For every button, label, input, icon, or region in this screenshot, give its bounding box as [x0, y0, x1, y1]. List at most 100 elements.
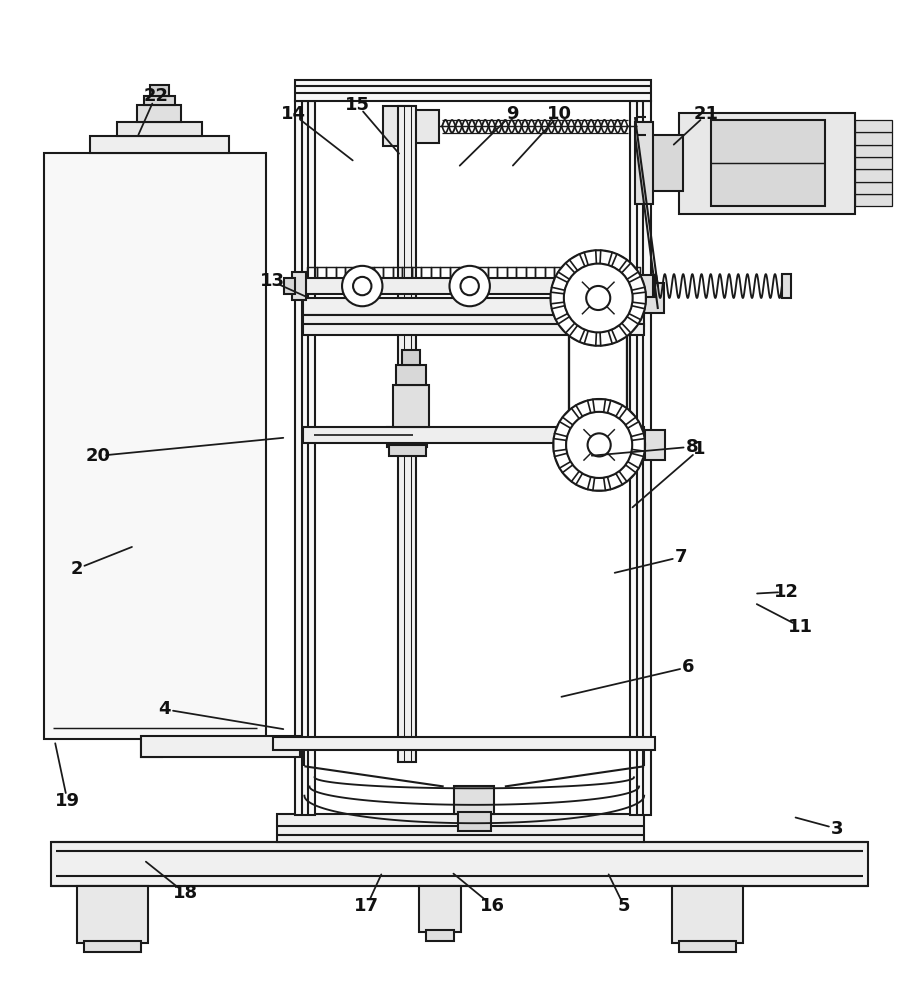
Bar [84, 941, 141, 952]
Bar [454, 786, 495, 814]
Bar [396, 117, 414, 135]
Bar [144, 96, 175, 105]
Bar [856, 132, 892, 145]
Bar [398, 106, 416, 762]
Polygon shape [584, 331, 597, 346]
Polygon shape [612, 254, 627, 271]
Polygon shape [569, 325, 585, 342]
Bar [303, 315, 644, 326]
Bar [150, 85, 169, 96]
Text: 12: 12 [774, 583, 799, 601]
Polygon shape [551, 292, 564, 304]
Bar [387, 427, 427, 447]
Polygon shape [633, 292, 646, 304]
Bar [644, 283, 664, 313]
Bar [639, 140, 650, 186]
Polygon shape [576, 400, 590, 416]
Text: 20: 20 [86, 447, 111, 465]
Bar [117, 122, 202, 136]
Bar [645, 430, 665, 460]
Polygon shape [629, 306, 645, 320]
Bar [303, 427, 644, 443]
Bar [856, 157, 892, 169]
Polygon shape [629, 276, 645, 290]
Polygon shape [554, 453, 571, 468]
Text: 2: 2 [70, 560, 83, 578]
Circle shape [353, 277, 371, 295]
Circle shape [566, 412, 632, 478]
Circle shape [460, 277, 479, 295]
Bar [274, 737, 655, 750]
Bar [296, 80, 650, 101]
Polygon shape [632, 439, 645, 451]
Polygon shape [593, 478, 605, 490]
Bar [296, 101, 315, 815]
Text: 21: 21 [694, 105, 719, 123]
Bar [303, 278, 644, 294]
Text: 13: 13 [260, 272, 285, 290]
Bar [389, 445, 426, 456]
Bar [303, 298, 644, 315]
Bar [600, 434, 649, 456]
Bar [679, 941, 736, 952]
Bar [711, 120, 825, 206]
Bar [419, 886, 460, 932]
Polygon shape [554, 439, 566, 451]
Polygon shape [563, 465, 579, 482]
Polygon shape [552, 306, 567, 320]
Bar [426, 930, 454, 941]
Bar [141, 739, 162, 757]
Bar [89, 136, 229, 153]
Polygon shape [628, 422, 644, 437]
Text: 22: 22 [143, 87, 169, 105]
Text: 18: 18 [172, 884, 198, 902]
Text: 15: 15 [345, 96, 370, 114]
Bar [599, 287, 648, 309]
Circle shape [551, 250, 646, 346]
Bar [43, 153, 266, 739]
Polygon shape [554, 422, 571, 437]
Circle shape [588, 433, 611, 456]
Polygon shape [600, 331, 612, 346]
Text: 6: 6 [682, 658, 694, 676]
Bar [856, 182, 892, 194]
Bar [396, 365, 426, 385]
Polygon shape [563, 408, 579, 425]
Bar [630, 101, 650, 815]
Polygon shape [600, 250, 612, 265]
Polygon shape [569, 254, 585, 271]
Bar [141, 736, 300, 757]
Text: 17: 17 [355, 897, 379, 915]
Bar [76, 886, 148, 943]
Polygon shape [619, 408, 635, 425]
Bar [383, 106, 409, 146]
Text: 1: 1 [693, 440, 705, 458]
Bar [458, 812, 491, 831]
Polygon shape [593, 399, 605, 412]
Polygon shape [628, 453, 644, 468]
Bar [856, 169, 892, 182]
Text: 16: 16 [480, 897, 505, 915]
Bar [856, 194, 892, 206]
Bar [856, 145, 892, 157]
Text: 7: 7 [674, 548, 687, 566]
Bar [647, 135, 682, 191]
Bar [679, 113, 856, 214]
Bar [635, 122, 653, 204]
Text: 3: 3 [831, 820, 844, 838]
Text: 8: 8 [685, 438, 698, 456]
Bar [671, 886, 743, 943]
Text: 11: 11 [787, 618, 812, 636]
Polygon shape [584, 250, 597, 265]
Bar [277, 814, 644, 842]
Polygon shape [622, 317, 638, 333]
Bar [635, 275, 655, 297]
Bar [392, 385, 429, 427]
Text: 14: 14 [281, 105, 306, 123]
Polygon shape [608, 400, 623, 416]
Bar [292, 272, 307, 300]
Bar [285, 278, 296, 294]
Polygon shape [619, 465, 635, 482]
Polygon shape [622, 263, 638, 279]
Polygon shape [558, 263, 575, 279]
